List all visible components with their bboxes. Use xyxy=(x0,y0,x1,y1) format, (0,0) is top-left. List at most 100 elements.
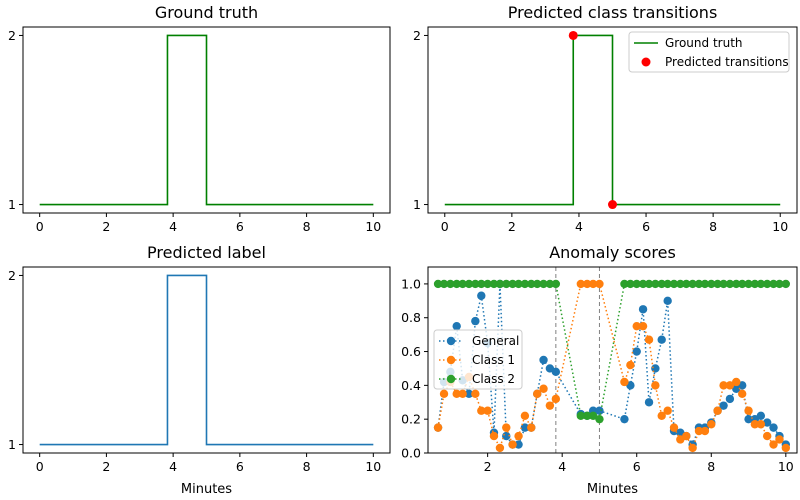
legend-label: Class 2 xyxy=(472,372,515,386)
x-tick-label: 2 xyxy=(484,459,492,474)
x-tick-label: 4 xyxy=(169,219,177,234)
data-point-class-1 xyxy=(576,279,586,289)
data-point-class-2 xyxy=(707,279,716,289)
data-point-class-2 xyxy=(756,279,766,289)
data-point-general xyxy=(632,347,641,356)
data-point-general xyxy=(638,305,648,314)
data-point-class-2 xyxy=(495,279,505,289)
data-point-class-2 xyxy=(489,279,499,289)
data-point-class-2 xyxy=(464,279,474,289)
legend-label: Ground truth xyxy=(665,36,743,50)
legend-swatch-dot xyxy=(446,355,456,365)
data-point-class-1 xyxy=(545,401,555,410)
data-point-general xyxy=(651,364,660,373)
x-tick-label: 8 xyxy=(303,219,311,234)
data-point-class-1 xyxy=(719,381,728,390)
data-point-class-1 xyxy=(750,420,760,429)
y-tick-label: 0.8 xyxy=(401,310,421,325)
x-tick-label: 4 xyxy=(169,459,177,474)
data-point-class-1 xyxy=(626,360,635,370)
series-line-predicted_label xyxy=(39,274,374,446)
data-point-class-2 xyxy=(527,279,536,289)
data-point-class-1 xyxy=(769,440,778,449)
x-tick-label: 0 xyxy=(36,459,44,474)
y-tick-label: 0.0 xyxy=(401,446,421,461)
plot-area xyxy=(39,34,374,206)
legend-swatch-dot xyxy=(446,336,456,346)
x-axis-label: Minutes xyxy=(181,482,232,497)
data-point-class-1 xyxy=(433,423,443,432)
data-point-class-2 xyxy=(638,279,648,289)
data-point-class-1 xyxy=(756,420,766,429)
data-point-general xyxy=(464,389,474,399)
x-tick-label: 10 xyxy=(778,459,794,474)
data-point-class-1 xyxy=(651,381,660,390)
y-tick-label: 0.2 xyxy=(401,412,421,427)
data-point-class-2 xyxy=(713,279,722,289)
data-point-class-1 xyxy=(700,426,710,436)
series-line-ground_truth xyxy=(39,34,374,206)
data-point-class-2 xyxy=(595,414,604,424)
data-point-class-1 xyxy=(762,431,772,441)
x-tick-label: 10 xyxy=(772,219,788,234)
data-point-class-2 xyxy=(539,279,548,289)
data-point-class-2 xyxy=(533,279,542,289)
legend: Ground truth Predicted transitions xyxy=(628,31,790,73)
data-point-class-1 xyxy=(620,377,629,387)
data-point-general xyxy=(514,440,523,449)
data-point-class-2 xyxy=(477,279,486,289)
data-point-class-2 xyxy=(719,279,728,289)
data-point-general xyxy=(744,414,753,424)
chart-title: Predicted class transitions xyxy=(508,3,718,22)
data-point-class-1 xyxy=(638,321,648,331)
data-point-class-1 xyxy=(644,335,654,344)
data-point-class-2 xyxy=(732,279,741,289)
data-point-class-2 xyxy=(576,411,586,420)
data-point-class-1 xyxy=(588,279,598,289)
data-point-general xyxy=(657,335,666,344)
data-point-class-1 xyxy=(452,389,461,399)
x-tick-label: 4 xyxy=(575,219,583,234)
plot-area xyxy=(444,34,781,206)
data-point-class-2 xyxy=(545,279,555,289)
data-point-class-1 xyxy=(551,394,561,404)
data-point-class-1 xyxy=(713,406,722,415)
data-point-class-2 xyxy=(750,279,760,289)
data-point-class-2 xyxy=(502,279,511,289)
data-point-class-1 xyxy=(781,443,791,453)
data-point-general xyxy=(762,418,772,427)
legend-swatch-dot xyxy=(641,57,651,67)
data-point-class-1 xyxy=(483,406,492,415)
x-tick-label: 2 xyxy=(102,219,110,234)
data-point-general xyxy=(719,401,728,410)
x-tick-label: 6 xyxy=(633,459,641,474)
data-point-general xyxy=(551,367,561,377)
data-point-class-2 xyxy=(781,279,791,289)
data-point-class-2 xyxy=(682,279,691,289)
y-tick-label: 1 xyxy=(413,197,421,212)
plot-frame xyxy=(22,266,391,454)
x-tick-label: 2 xyxy=(102,459,110,474)
data-point-class-1 xyxy=(520,411,530,420)
data-point-class-2 xyxy=(483,279,492,289)
data-point-class-2 xyxy=(471,279,480,289)
data-point-class-2 xyxy=(433,279,443,289)
data-point-general xyxy=(663,296,672,306)
data-point-class-1 xyxy=(477,406,486,415)
x-tick-label: 4 xyxy=(558,459,566,474)
data-point-class-2 xyxy=(582,411,592,420)
data-point-class-2 xyxy=(744,279,753,289)
y-tick-label: 2 xyxy=(8,268,16,283)
x-tick-label: 6 xyxy=(642,219,650,234)
data-point-class-2 xyxy=(669,279,679,289)
data-point-class-2 xyxy=(651,279,660,289)
x-tick-label: 8 xyxy=(303,459,311,474)
legend-box xyxy=(433,329,523,390)
y-tick-label: 0.6 xyxy=(401,344,421,359)
x-tick-label: 8 xyxy=(709,219,717,234)
x-axis-label: Minutes xyxy=(587,482,638,497)
data-point-class-1 xyxy=(694,426,704,436)
chart-panel-anomaly_scores: Anomaly scores 2 4 6 8 10 0.0 0.2 0.4 0.6 0.8 1.0 Mi… xyxy=(401,243,798,497)
